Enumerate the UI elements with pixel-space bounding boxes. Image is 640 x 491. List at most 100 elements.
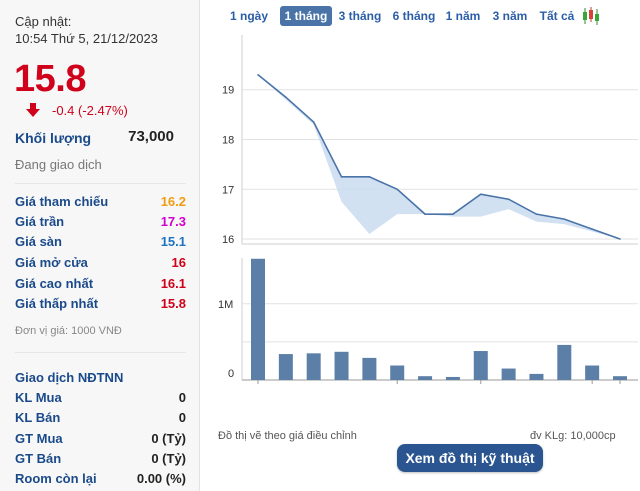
high-price-label: Giá cao nhất <box>15 276 94 291</box>
divider <box>15 352 186 353</box>
volume-bar <box>585 365 600 380</box>
volume-bar <box>251 258 265 380</box>
price-change: -0.4 (-2.47%) <box>52 103 128 118</box>
tab-all[interactable]: Tất cả <box>539 9 575 23</box>
volume-bar <box>390 365 405 380</box>
price-point <box>424 213 426 215</box>
ceiling-price-label: Giá trần <box>15 214 65 229</box>
price-tick-label: 19 <box>222 85 234 97</box>
divider <box>15 183 186 184</box>
price-unit-note: Đơn vị giá: 1000 VNĐ <box>15 325 122 337</box>
volume-value: 73,000 <box>128 128 174 145</box>
foreign-room-label: Room còn lại <box>15 471 97 486</box>
tab-6-months[interactable]: 6 tháng <box>392 9 436 23</box>
price-point <box>312 121 315 123</box>
volume-bar <box>362 357 377 380</box>
foreign-sell-volume-row: KL Bán 0 <box>15 410 186 428</box>
price-tick-label: 17 <box>222 184 234 196</box>
ceiling-price-row: Giá trần 17.3 <box>15 214 186 232</box>
high-price-value: 16.1 <box>160 276 186 291</box>
price-line <box>257 74 621 240</box>
price-point <box>396 188 399 191</box>
quote-panel: Cập nhật: 10:54 Thứ 5, 21/12/2023 15.8 -… <box>0 0 200 491</box>
price-point <box>563 218 566 220</box>
foreign-sell-value-label: GT Bán <box>15 451 62 466</box>
price-volume-chart: 19 18 17 16 1M 0 4. 12 10. 12 14. 12 20. 1222. … <box>218 35 638 390</box>
foreign-sell-volume-value: 0 <box>178 410 186 425</box>
low-price-value: 15.8 <box>160 296 186 311</box>
volume-unit-note: đv KLg: 10,000cp <box>530 430 616 442</box>
price-point <box>535 213 538 215</box>
ref-price-value: 16.2 <box>160 194 186 209</box>
low-price-label: Giá thấp nhất <box>15 296 99 311</box>
price-point <box>257 74 259 76</box>
x-tick-label: 10. 12 <box>382 389 413 390</box>
volume-bar <box>334 351 349 380</box>
price-point <box>368 176 371 178</box>
volume-bar <box>501 368 516 380</box>
price-point <box>619 238 621 240</box>
foreign-room-row: Room còn lại 0.00 (%) <box>15 471 186 489</box>
foreign-buy-value-label: GT Mua <box>15 431 63 446</box>
tab-1-year[interactable]: 1 năm <box>445 9 481 23</box>
ref-price-label: Giá tham chiếu <box>15 194 109 209</box>
floor-price-value: 15.1 <box>160 234 186 249</box>
price-range-area <box>258 74 620 240</box>
down-arrow-icon <box>26 103 40 117</box>
floor-price-row: Giá sàn 15.1 <box>15 234 186 252</box>
volume-bar <box>557 344 572 380</box>
price-point <box>479 193 482 196</box>
price-point <box>507 198 510 201</box>
foreign-room-value: 0.00 (%) <box>136 471 186 486</box>
price-point <box>340 176 343 178</box>
price-point <box>591 228 593 230</box>
tab-1-month[interactable]: 1 tháng <box>280 6 332 26</box>
updated-time: 10:54 Thứ 5, 21/12/2023 <box>15 31 158 46</box>
foreign-sell-value-value: 0 (Tỷ) <box>151 451 186 466</box>
price-tick-label: 18 <box>222 135 234 147</box>
volume-bar <box>278 354 293 380</box>
volume-bar <box>445 376 460 380</box>
ceiling-price-value: 17.3 <box>160 214 186 229</box>
volume-bar <box>529 373 544 380</box>
volume-bar <box>473 351 488 380</box>
tab-3-months[interactable]: 3 tháng <box>338 9 382 23</box>
trading-status: Đang giao dịch <box>15 157 102 172</box>
x-tick-label: 22. 12 <box>605 389 636 390</box>
volume-bar <box>418 376 433 380</box>
volume-label: Khối lượng <box>15 130 92 146</box>
open-price-value: 16 <box>171 255 186 270</box>
high-price-row: Giá cao nhất 16.1 <box>15 276 186 294</box>
volume-tick-label: 1M <box>218 299 233 311</box>
foreign-buy-volume-value: 0 <box>178 390 186 405</box>
foreign-sell-volume-label: KL Bán <box>15 410 61 425</box>
candlestick-icon[interactable] <box>581 6 601 26</box>
low-price-row: Giá thấp nhất 15.8 <box>15 296 186 314</box>
ref-price-row: Giá tham chiếu 16.2 <box>15 194 186 212</box>
tab-3-years[interactable]: 3 năm <box>492 9 528 23</box>
foreign-buy-value-value: 0 (Tỷ) <box>151 431 186 446</box>
floor-price-label: Giá sàn <box>15 234 62 249</box>
tab-1-day[interactable]: 1 ngày <box>229 9 268 23</box>
foreign-trading-title: Giao dịch NĐTNN <box>15 370 124 385</box>
volume-bar <box>306 353 321 380</box>
open-price-label: Giá mở cửa <box>15 255 88 270</box>
foreign-buy-value-row: GT Mua 0 (Tỷ) <box>15 431 186 449</box>
x-tick-label: 14. 12 <box>465 389 496 390</box>
price-tick-label: 16 <box>222 234 234 246</box>
open-price-row: Giá mở cửa 16 <box>15 255 186 273</box>
current-price: 15.8 <box>14 58 86 100</box>
x-tick-label: 4. 12 <box>246 389 270 390</box>
price-point <box>285 96 287 99</box>
technical-chart-button[interactable]: Xem đồ thị kỹ thuật <box>397 444 543 472</box>
volume-tick-label: 0 <box>228 368 234 380</box>
foreign-buy-volume-label: KL Mua <box>15 390 62 405</box>
period-tabs: 1 ngày 1 tháng 3 tháng 6 tháng 1 năm 3 n… <box>229 6 639 26</box>
price-point <box>452 213 454 215</box>
foreign-buy-volume-row: KL Mua 0 <box>15 390 186 408</box>
x-tick-label: 20. 12 <box>577 389 608 390</box>
volume-bar <box>613 376 627 380</box>
adjusted-price-note: Đồ thị vẽ theo giá điều chỉnh <box>218 430 357 442</box>
updated-label: Cập nhật: <box>15 14 72 29</box>
foreign-sell-value-row: GT Bán 0 (Tỷ) <box>15 451 186 469</box>
